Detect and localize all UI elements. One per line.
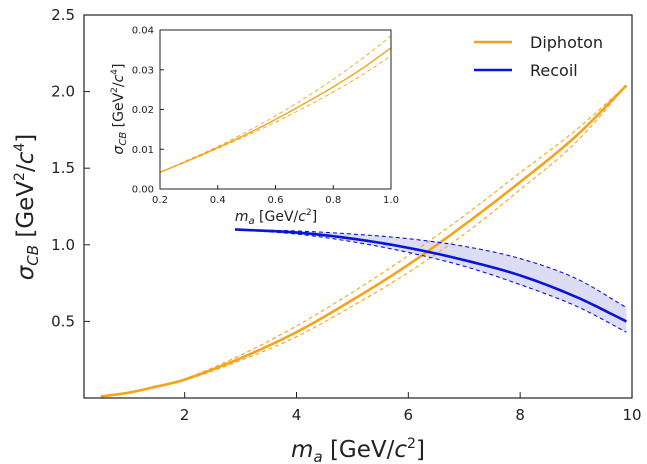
main-series-lines	[100, 84, 628, 398]
inset-x-axis-label: ma [GeV/c2]	[235, 208, 317, 227]
main-bands	[234, 229, 627, 333]
diphoton-upper-bound-line	[159, 35, 392, 173]
inset-plot-frame	[159, 29, 392, 190]
inset-chart: 0.2 0.4 0.6 0.8 1.0 0.00 0.01 0.02 0.03 0.04	[132, 26, 399, 207]
main-plot-frame	[83, 14, 633, 399]
inset-plot-background	[160, 30, 391, 189]
main-axis-ticks: 2 4 6 8 10 0.5 1.0 1.5 2.0 2.5	[51, 6, 641, 424]
x-tick-label: 1.0	[383, 195, 399, 206]
y-tick-label: 2.0	[51, 83, 75, 101]
inset-y-axis-label: σCB [GeV2/c4]	[110, 63, 129, 154]
legend-label-recoil: Recoil	[530, 61, 578, 80]
x-tick-label: 6	[404, 406, 414, 424]
inset-series-lines	[159, 35, 392, 173]
diphoton-central-line	[100, 84, 628, 398]
main-y-axis-label: σCB [GeV2/c4]	[12, 134, 42, 281]
diphoton-central-line	[159, 47, 392, 173]
x-tick-label: 8	[515, 406, 525, 424]
x-tick-label: 0.8	[325, 195, 341, 206]
y-tick-label: 1.5	[51, 159, 75, 177]
y-tick-label: 0.03	[132, 65, 154, 76]
y-tick-label: 1.0	[51, 236, 75, 254]
y-tick-label: 0.02	[132, 105, 154, 116]
x-tick-label: 0.2	[152, 195, 168, 206]
legend-label-diphoton: Diphoton	[530, 33, 603, 52]
y-tick-label: 0.04	[132, 26, 154, 37]
x-tick-label: 0.6	[268, 195, 284, 206]
y-tick-label: 0.00	[132, 185, 154, 196]
x-tick-label: 2	[180, 406, 190, 424]
x-tick-label: 4	[292, 406, 302, 424]
recoil-lower-bound-line	[234, 228, 627, 333]
diphoton-lower-bound-line	[159, 55, 392, 173]
legend: Diphoton Recoil	[474, 33, 603, 80]
main-x-axis-label: ma [GeV/c2]	[291, 436, 425, 464]
inset-axis-ticks: 0.2 0.4 0.6 0.8 1.0 0.00 0.01 0.02 0.03 0.04	[132, 26, 399, 207]
recoil-central-line	[234, 228, 627, 323]
x-tick-label: 0.4	[210, 195, 226, 206]
y-tick-label: 0.01	[132, 145, 154, 156]
x-tick-label: 10	[622, 406, 641, 424]
recoil-uncertainty-band	[234, 229, 627, 333]
y-tick-label: 2.5	[51, 6, 75, 24]
y-tick-label: 0.5	[51, 312, 75, 330]
recoil-upper-bound-line	[234, 228, 627, 309]
